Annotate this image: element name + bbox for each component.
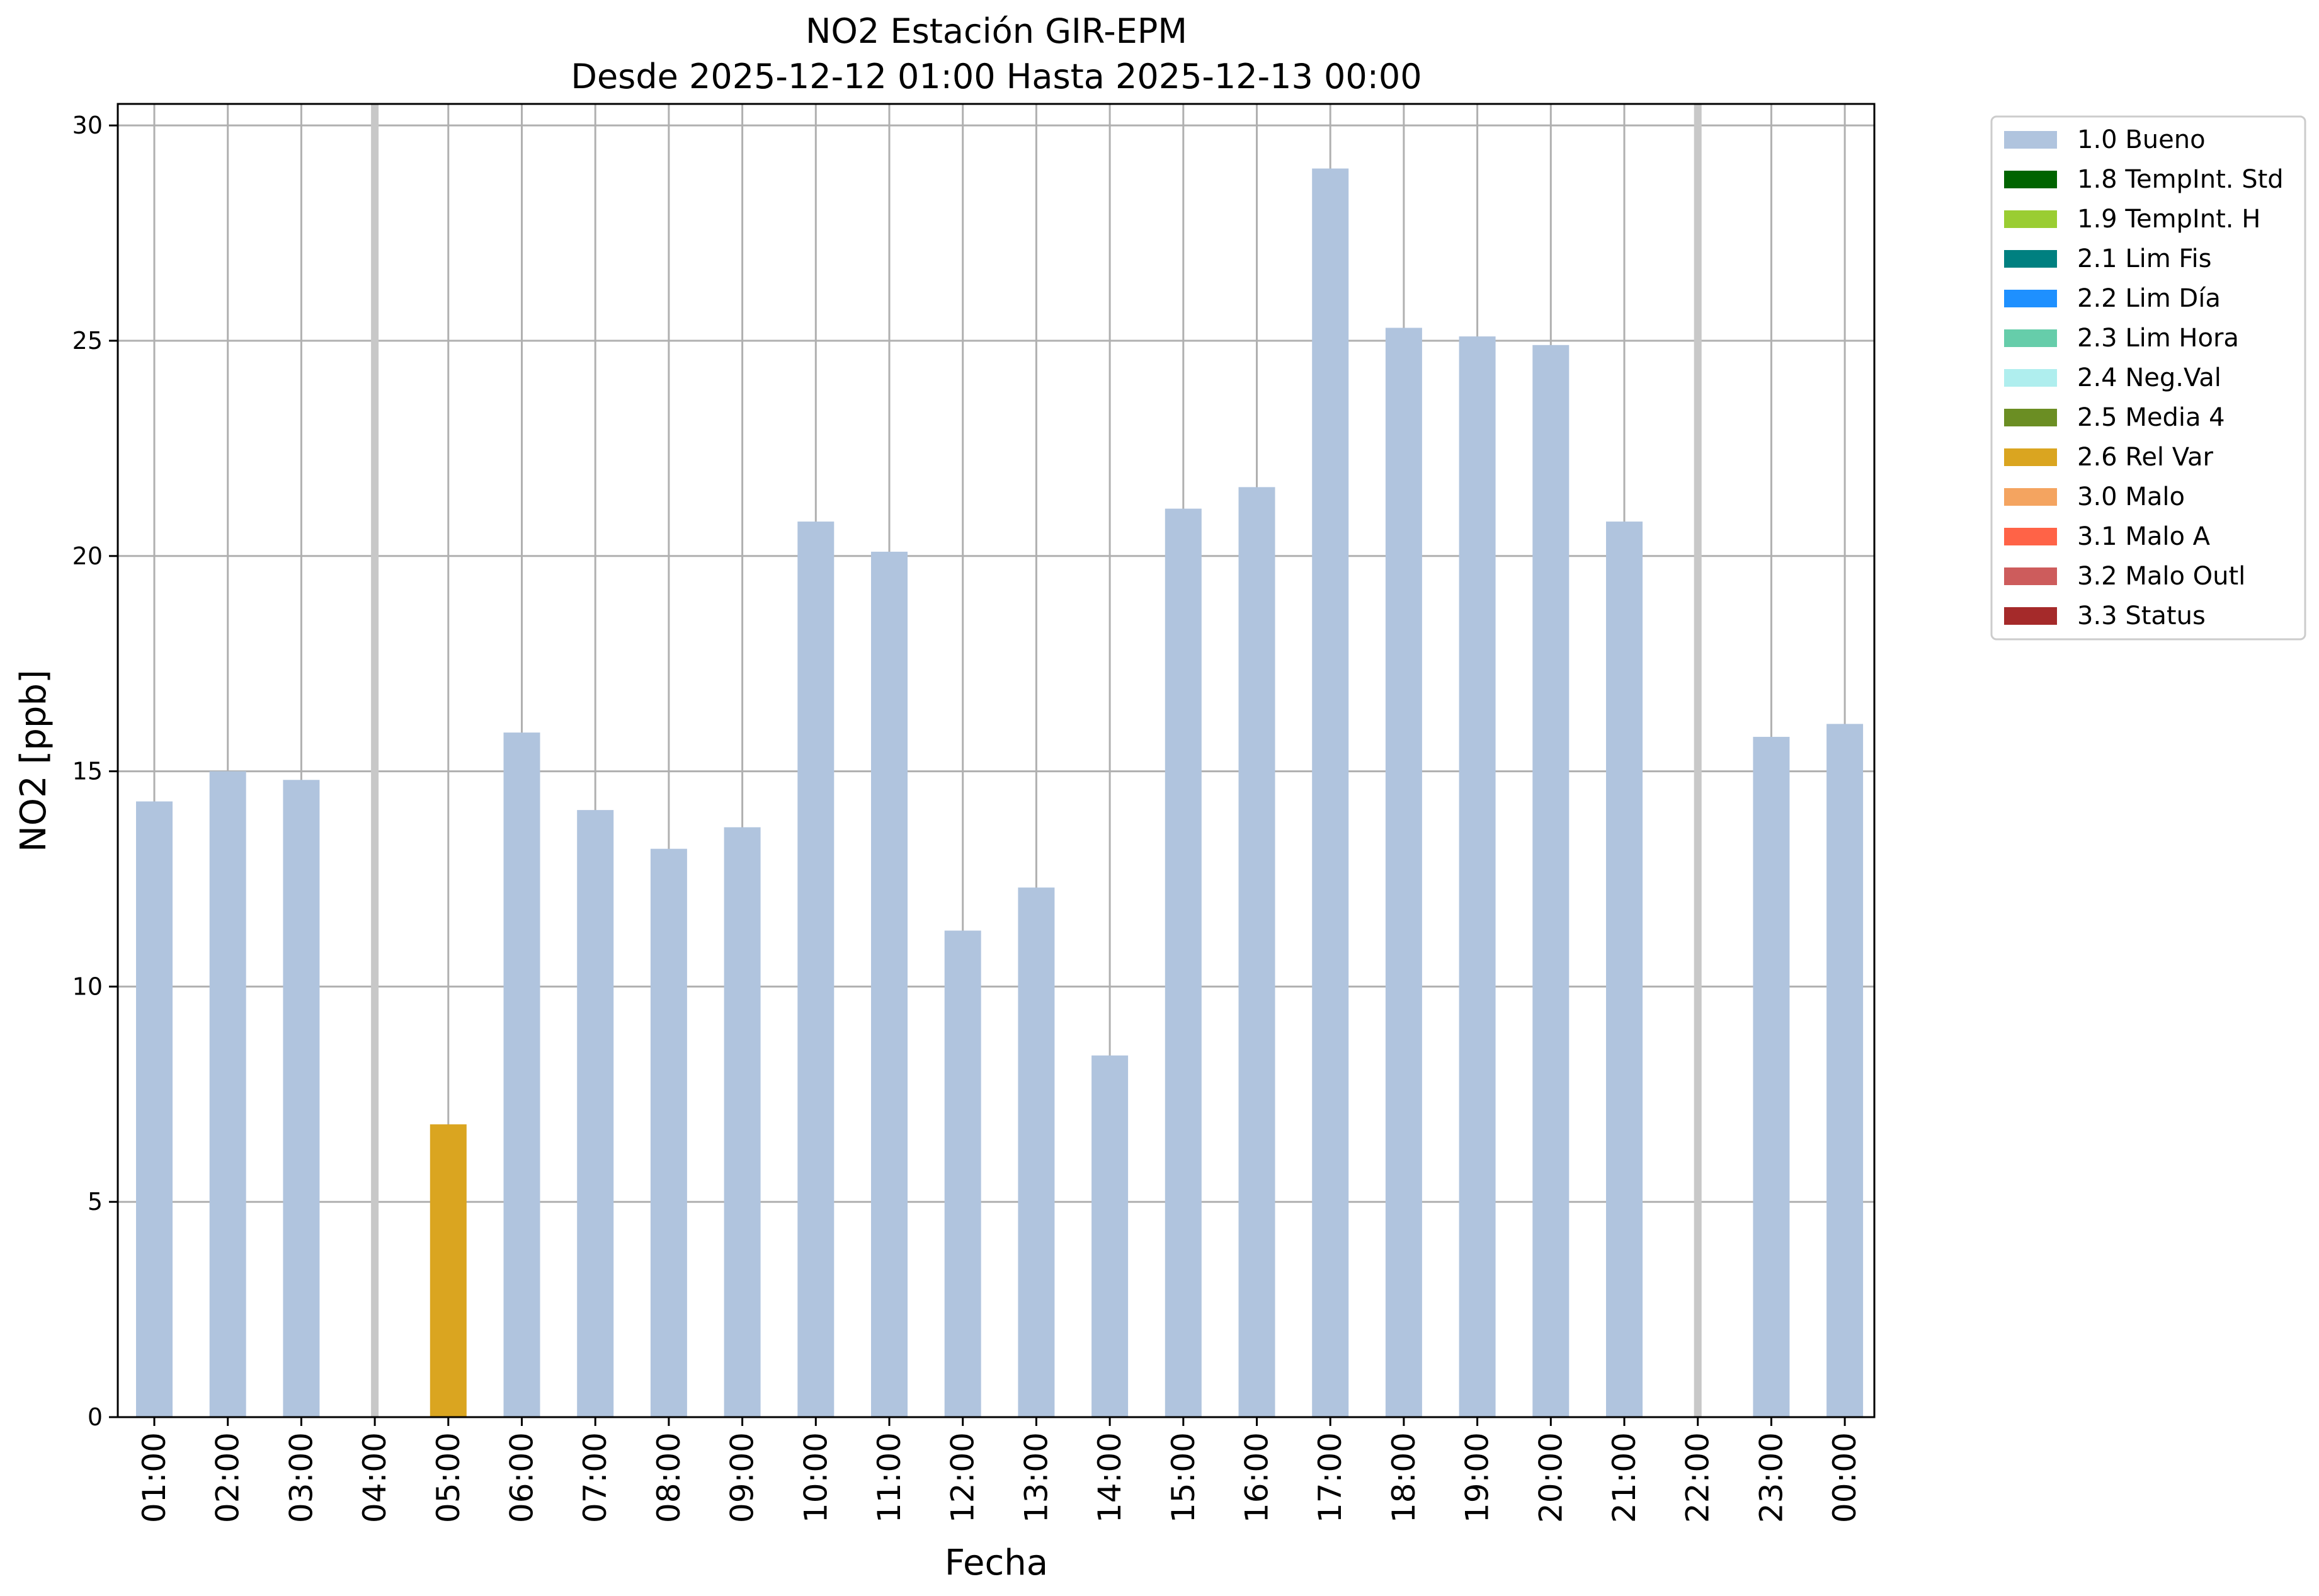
x-tick-label: 10:00 <box>797 1432 834 1523</box>
x-tick-label: 13:00 <box>1018 1432 1054 1523</box>
legend-label: 1.8 TempInt. Std <box>2077 165 2284 194</box>
bar <box>944 930 981 1417</box>
bar <box>1091 1055 1129 1417</box>
x-tick-label: 03:00 <box>283 1432 319 1523</box>
missing-markers <box>371 104 1702 1417</box>
y-tick-label: 0 <box>88 1403 103 1431</box>
legend-swatch <box>2004 369 2057 387</box>
x-tick-label: 22:00 <box>1680 1432 1716 1523</box>
x-tick-label: 21:00 <box>1606 1432 1643 1523</box>
bar <box>1018 887 1055 1417</box>
bar <box>430 1124 467 1417</box>
bar <box>1385 328 1422 1418</box>
chart-subtitle: Desde 2025-12-12 01:00 Hasta 2025-12-13 … <box>571 57 1422 96</box>
legend-label: 2.4 Neg.Val <box>2077 363 2221 392</box>
legend-swatch <box>2004 329 2057 347</box>
x-tick-label: 09:00 <box>724 1432 761 1523</box>
y-tick-label: 15 <box>72 758 103 785</box>
legend-label: 2.3 Lim Hora <box>2077 324 2239 353</box>
bar <box>136 801 173 1417</box>
x-tick-label: 11:00 <box>871 1432 908 1523</box>
legend-swatch <box>2004 171 2057 188</box>
legend-label: 1.9 TempInt. H <box>2077 205 2260 234</box>
x-tick-label: 18:00 <box>1386 1432 1422 1523</box>
legend-swatch <box>2004 409 2057 426</box>
legend-label: 2.6 Rel Var <box>2077 443 2214 472</box>
missing-data-marker <box>1694 104 1702 1417</box>
legend-swatch <box>2004 488 2057 506</box>
bar <box>1165 508 1202 1418</box>
missing-data-marker <box>371 104 379 1417</box>
x-tick-label: 02:00 <box>210 1432 246 1523</box>
x-axis-ticks: 01:00 02:00 03:00 04:00 05:00 06:00 07:00 08:00… <box>136 1417 1863 1523</box>
legend-swatch <box>2004 528 2057 545</box>
bar <box>724 827 761 1417</box>
bar <box>503 732 540 1417</box>
x-tick-label: 04:00 <box>356 1432 393 1523</box>
legend: 1.0 Bueno 1.8 TempInt. Std 1.9 TempInt. H 2… <box>1990 115 2306 641</box>
legend-swatch <box>2004 607 2057 625</box>
legend-swatch <box>2004 448 2057 466</box>
bar <box>871 551 908 1417</box>
legend-label: 3.0 Malo <box>2077 482 2185 511</box>
chart-title: NO2 Estación GIR-EPM <box>806 11 1187 51</box>
bar <box>1532 345 1570 1417</box>
plot-frame <box>117 103 1876 1418</box>
legend-box <box>1990 115 2306 641</box>
x-tick-label: 01:00 <box>136 1432 173 1523</box>
bar <box>209 771 246 1417</box>
y-axis-label: NO2 [ppb] <box>13 670 54 852</box>
x-tick-label: 17:00 <box>1312 1432 1348 1523</box>
bar <box>577 810 614 1417</box>
bar <box>1753 736 1790 1417</box>
x-tick-label: 16:00 <box>1239 1432 1275 1523</box>
legend-swatch <box>2004 131 2057 149</box>
x-tick-label: 08:00 <box>651 1432 687 1523</box>
y-tick-label: 30 <box>72 111 103 139</box>
legend-swatch <box>2004 250 2057 268</box>
legend-swatch <box>2004 290 2057 307</box>
legend-label: 3.3 Status <box>2077 601 2206 630</box>
legend-label: 2.5 Media 4 <box>2077 403 2225 432</box>
y-axis-ticks: 0 5 10 15 20 25 30 <box>72 111 118 1431</box>
x-tick-label: 15:00 <box>1165 1432 1202 1523</box>
y-tick-label: 5 <box>88 1188 103 1216</box>
bar <box>283 780 320 1417</box>
legend-swatch <box>2004 210 2057 228</box>
x-tick-label: 14:00 <box>1091 1432 1128 1523</box>
bar <box>1238 487 1275 1417</box>
x-tick-label: 00:00 <box>1826 1432 1863 1523</box>
x-axis-label: Fecha <box>945 1542 1048 1583</box>
x-tick-label: 23:00 <box>1753 1432 1789 1523</box>
bar <box>650 848 687 1417</box>
y-tick-label: 10 <box>72 972 103 1000</box>
bar <box>1459 336 1496 1418</box>
x-tick-label: 05:00 <box>430 1432 467 1523</box>
x-tick-label: 19:00 <box>1459 1432 1496 1523</box>
bar <box>1312 168 1349 1417</box>
y-tick-label: 25 <box>72 327 103 355</box>
bars <box>136 168 1864 1418</box>
legend-label: 1.0 Bueno <box>2077 125 2206 154</box>
x-tick-label: 12:00 <box>945 1432 981 1523</box>
bar <box>797 522 835 1417</box>
bar <box>1606 522 1643 1417</box>
x-tick-label: 06:00 <box>504 1432 540 1523</box>
y-tick-label: 20 <box>72 542 103 570</box>
legend-label: 3.1 Malo A <box>2077 522 2211 551</box>
bar <box>1826 724 1864 1417</box>
legend-swatch <box>2004 567 2057 585</box>
legend-label: 3.2 Malo Outl <box>2077 562 2245 591</box>
legend-label: 2.2 Lim Día <box>2077 284 2221 313</box>
x-tick-label: 07:00 <box>577 1432 613 1523</box>
legend-label: 2.1 Lim Fis <box>2077 244 2211 273</box>
x-tick-label: 20:00 <box>1532 1432 1569 1523</box>
